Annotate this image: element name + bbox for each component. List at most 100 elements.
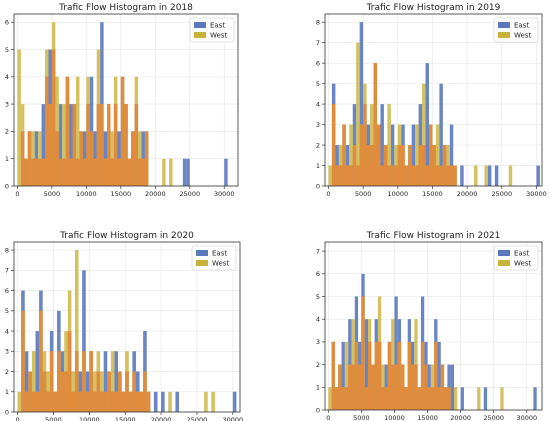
bar-overlap-1 bbox=[334, 387, 339, 410]
bar-west-38 bbox=[477, 387, 481, 410]
bar-overlap-21 bbox=[401, 364, 405, 410]
bar-overlap-19 bbox=[89, 351, 93, 412]
bar-west-0 bbox=[17, 391, 22, 412]
y-tick-label: 1 bbox=[5, 388, 9, 396]
bar-west-26 bbox=[110, 351, 115, 412]
bar-west-39 bbox=[211, 391, 215, 412]
bar-overlap-2 bbox=[27, 131, 32, 186]
y-tick-label: 1 bbox=[316, 162, 320, 170]
bar-east-37 bbox=[460, 387, 464, 410]
bar-overlap-24 bbox=[415, 165, 419, 186]
x-tick-label: 5000 bbox=[355, 190, 372, 198]
bar-east-36 bbox=[153, 391, 158, 412]
bar-overlap-13 bbox=[67, 331, 72, 412]
bar-overlap-29 bbox=[427, 387, 431, 410]
bar-overlap-25 bbox=[107, 104, 111, 186]
y-tick-label: 8 bbox=[5, 246, 9, 254]
bar-overlap-23 bbox=[100, 104, 104, 186]
bar-east-37 bbox=[161, 391, 165, 412]
y-tick-label: 2 bbox=[5, 128, 9, 136]
bar-overlap-6 bbox=[352, 145, 357, 186]
bar-overlap-25 bbox=[414, 364, 418, 410]
y-tick-label: 3 bbox=[5, 100, 9, 108]
legend-label-east: East bbox=[514, 250, 529, 258]
x-tick-label: 25000 bbox=[491, 190, 512, 198]
bar-west-25 bbox=[415, 124, 419, 186]
x-tick-label: 20000 bbox=[145, 190, 166, 198]
bar-overlap-34 bbox=[444, 387, 448, 410]
bar-overlap-28 bbox=[121, 391, 126, 412]
x-tick-label: 0 bbox=[326, 414, 330, 421]
bar-overlap-5 bbox=[39, 310, 43, 412]
bar-west-8 bbox=[356, 42, 360, 186]
x-tick-label: 30000 bbox=[516, 414, 537, 421]
bar-overlap-34 bbox=[449, 165, 454, 186]
bar-east-39 bbox=[232, 391, 237, 412]
bar-overlap-12 bbox=[62, 158, 66, 186]
bar-overlap-15 bbox=[383, 145, 388, 186]
bar-west-38 bbox=[204, 391, 208, 412]
y-tick-label: 4 bbox=[5, 73, 9, 81]
bar-overlap-14 bbox=[380, 165, 384, 186]
bar-overlap-11 bbox=[60, 371, 65, 412]
y-tick-label: 6 bbox=[5, 287, 9, 295]
bar-overlap-29 bbox=[120, 76, 125, 186]
bar-west-6 bbox=[349, 124, 353, 186]
chart-panel-0: 0 5000 10000 15000 20000 25000 30000 0 1 2 3 4 5 6 Tra… bbox=[5, 3, 239, 198]
x-tick-label: 30000 bbox=[222, 416, 243, 421]
legend-label-west: West bbox=[210, 32, 227, 40]
y-tick-label: 4 bbox=[5, 327, 9, 335]
y-tick-label: 6 bbox=[316, 59, 320, 67]
bar-overlap-22 bbox=[404, 387, 408, 410]
bar-overlap-15 bbox=[72, 104, 77, 186]
bar-overlap-18 bbox=[85, 391, 90, 412]
bar-overlap-20 bbox=[401, 145, 405, 186]
bar-west-39 bbox=[508, 165, 513, 186]
bar-overlap-30 bbox=[435, 165, 440, 186]
bar-overlap-31 bbox=[434, 341, 438, 410]
bar-overlap-15 bbox=[381, 387, 385, 410]
bar-overlap-5 bbox=[38, 158, 42, 186]
bar-east-26 bbox=[114, 351, 119, 412]
bar-overlap-28 bbox=[424, 364, 428, 410]
chart-panel-2: 0 5000 10000 15000 20000 25000 30000 0 1 2 3 4 5 6 7 8 T… bbox=[5, 231, 243, 421]
y-tick-label: 1 bbox=[316, 384, 320, 392]
bar-east-27 bbox=[425, 63, 429, 187]
bar-overlap-21 bbox=[404, 165, 409, 186]
legend-label-west: West bbox=[514, 32, 531, 40]
legend-swatch-west bbox=[194, 32, 206, 38]
bar-overlap-11 bbox=[368, 341, 372, 410]
bar-overlap-33 bbox=[440, 364, 445, 410]
bar-overlap-25 bbox=[418, 145, 423, 186]
bar-overlap-3 bbox=[31, 158, 35, 186]
bar-overlap-2 bbox=[338, 364, 342, 410]
axes-frame bbox=[13, 13, 239, 187]
overlap-layer bbox=[21, 310, 151, 412]
bar-overlap-22 bbox=[100, 391, 104, 412]
x-tick-label: 30000 bbox=[214, 190, 235, 198]
bar-east-1 bbox=[24, 351, 29, 412]
bar-overlap-26 bbox=[417, 387, 421, 410]
bar-east-36 bbox=[450, 364, 455, 410]
bar-overlap-27 bbox=[118, 371, 122, 412]
bar-overlap-31 bbox=[439, 165, 443, 186]
bar-overlap-1 bbox=[24, 391, 29, 412]
y-tick-label: 0 bbox=[316, 182, 320, 190]
bar-overlap-20 bbox=[92, 391, 97, 412]
legend-swatch-east bbox=[498, 250, 510, 256]
bar-overlap-29 bbox=[125, 371, 129, 412]
bar-overlap-1 bbox=[24, 158, 28, 186]
bar-west-37 bbox=[168, 391, 172, 412]
bar-overlap-14 bbox=[71, 391, 75, 412]
bar-overlap-22 bbox=[96, 104, 101, 186]
bar-overlap-30 bbox=[124, 104, 128, 186]
bar-overlap-13 bbox=[374, 341, 378, 410]
y-tick-label: 3 bbox=[316, 121, 320, 129]
bar-overlap-7 bbox=[356, 165, 360, 186]
y-tick-label: 1 bbox=[5, 155, 9, 163]
bar-east-11 bbox=[58, 104, 63, 186]
bar-overlap-21 bbox=[93, 158, 97, 186]
y-tick-label: 4 bbox=[316, 100, 320, 108]
bar-overlap-16 bbox=[78, 391, 83, 412]
